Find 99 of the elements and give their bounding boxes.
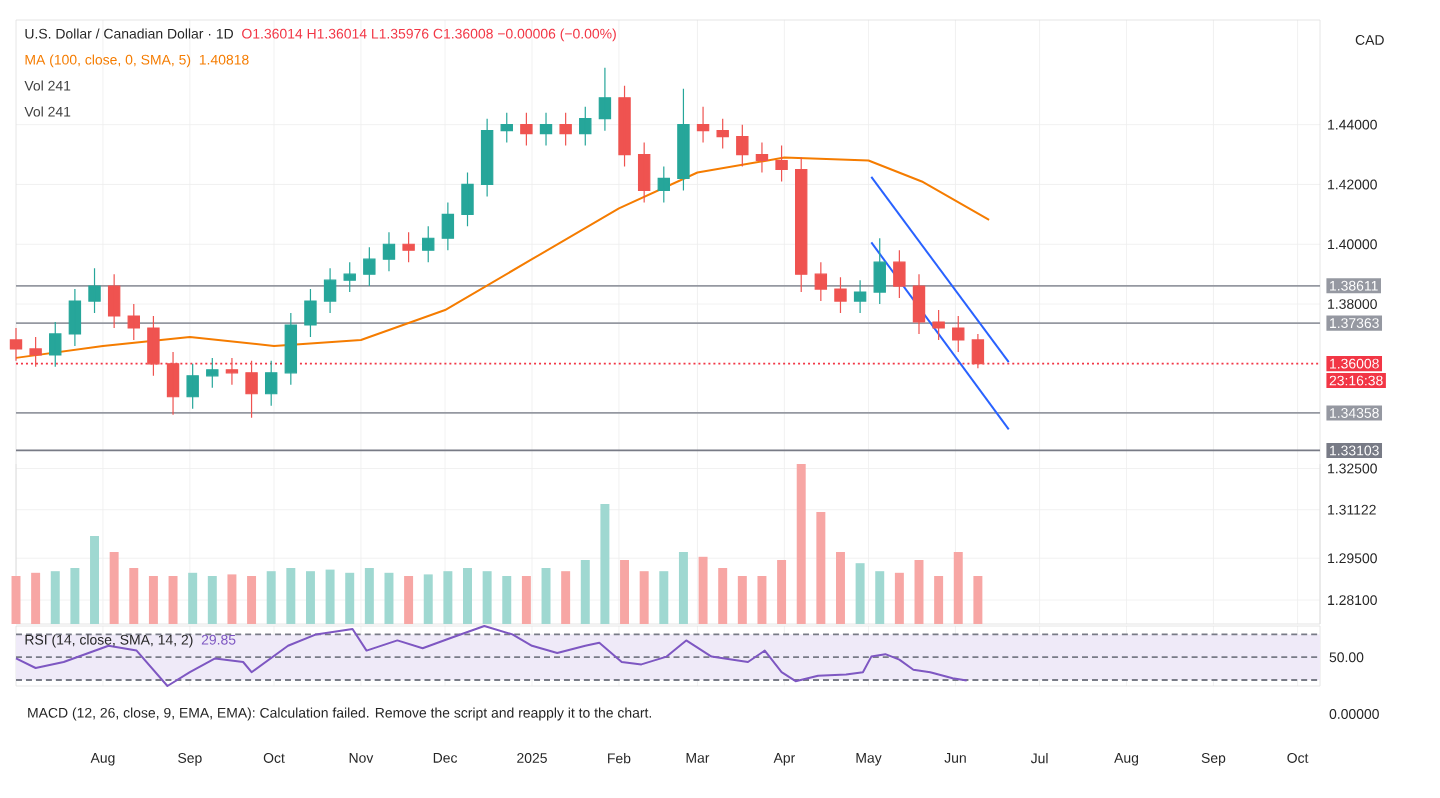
candlestick (382, 231, 396, 272)
candlestick (834, 276, 847, 314)
candlestick (912, 273, 926, 335)
candlestick (853, 279, 867, 314)
candlestick (166, 351, 180, 416)
bar (227, 574, 237, 624)
candlestick (952, 315, 965, 353)
bar (934, 576, 944, 624)
candlestick (225, 357, 239, 386)
candlestick (814, 261, 828, 302)
bar (698, 556, 708, 624)
bar (737, 576, 747, 624)
candlestick (971, 333, 985, 369)
candlestick (363, 246, 376, 287)
candlestick (755, 141, 769, 174)
candlestick (264, 360, 278, 407)
candlestick (304, 288, 317, 338)
candlestick (206, 357, 219, 389)
bar (109, 552, 119, 624)
bar (286, 568, 296, 624)
bar (70, 568, 80, 624)
candlestick (441, 201, 455, 251)
candlestick (677, 88, 690, 192)
bar (678, 552, 688, 624)
bar (423, 574, 433, 624)
candlestick (618, 85, 631, 168)
candlestick (107, 273, 121, 329)
bar (600, 504, 610, 624)
bar (659, 571, 669, 624)
candlestick (343, 261, 356, 293)
candlestick (461, 171, 474, 227)
bar (266, 571, 276, 624)
bar (580, 560, 590, 624)
bar (443, 571, 453, 624)
bar (521, 576, 531, 624)
candlestick (795, 156, 808, 293)
bar (50, 571, 60, 624)
bar (148, 576, 158, 624)
candlestick (893, 249, 906, 299)
bar (90, 536, 100, 624)
candlestick (657, 165, 671, 203)
candlestick (579, 106, 592, 147)
bar (404, 576, 414, 624)
candlestick (637, 141, 651, 203)
bar (305, 571, 315, 624)
bar (247, 576, 257, 624)
candlestick (500, 112, 513, 144)
bar (463, 568, 472, 624)
bar (541, 568, 551, 624)
candlestick (49, 321, 62, 368)
bar (875, 571, 885, 624)
bar (207, 576, 217, 624)
candlestick (873, 237, 886, 305)
candlestick (323, 267, 337, 314)
bar (502, 576, 512, 624)
candlestick (402, 231, 415, 263)
candlestick (932, 309, 945, 341)
bar (973, 576, 983, 624)
bar (129, 568, 139, 624)
bar (777, 560, 787, 624)
candlestick (284, 312, 298, 386)
candlestick (520, 112, 533, 147)
bar (31, 572, 41, 624)
bar (816, 512, 826, 624)
bar (384, 572, 394, 624)
candlestick (127, 303, 140, 341)
candlestick (68, 288, 82, 347)
bar (482, 571, 492, 624)
line-series (15, 156, 991, 359)
candlestick (88, 267, 101, 314)
candlestick (245, 360, 258, 419)
candlestick (736, 124, 749, 168)
candlestick (480, 118, 494, 198)
candlestick (696, 106, 710, 144)
candlestick (775, 144, 788, 183)
candlestick (186, 363, 199, 410)
candlestick (539, 112, 553, 147)
bar (188, 572, 198, 624)
bar (835, 552, 845, 624)
bar (953, 552, 963, 624)
bar (364, 568, 374, 624)
candlestick (147, 315, 160, 377)
bar (796, 464, 806, 624)
bar (757, 576, 767, 624)
bar (639, 571, 649, 624)
bar (561, 571, 571, 624)
bar (894, 572, 904, 624)
candlestick (422, 225, 435, 263)
candlestick (716, 118, 729, 150)
bar (620, 560, 630, 624)
bar (718, 568, 728, 624)
candlestick (9, 327, 23, 362)
candlestick (29, 336, 42, 368)
bar (855, 563, 865, 624)
bar (168, 576, 178, 624)
candlestick (598, 67, 612, 132)
bar (345, 572, 355, 624)
bar (325, 569, 335, 624)
candlestick (559, 112, 572, 147)
